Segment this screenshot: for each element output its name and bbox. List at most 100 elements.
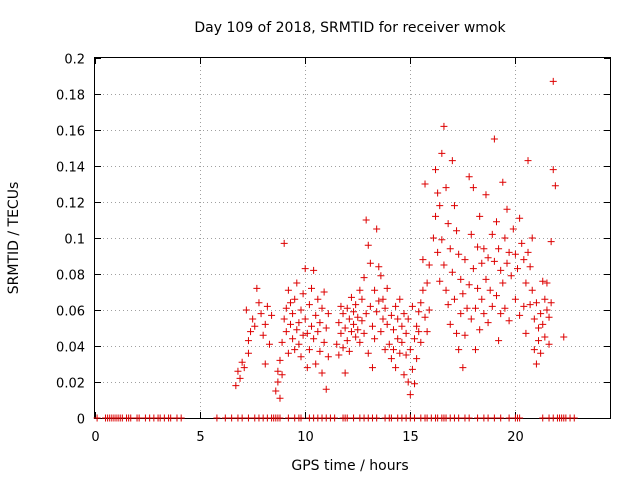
y-tick-label: 0.08 (56, 269, 85, 284)
data-point (488, 302, 496, 310)
data-point (434, 189, 442, 197)
data-point (335, 319, 343, 327)
y-tick-label: 0.18 (56, 89, 85, 104)
data-point (484, 414, 492, 422)
data-point (469, 265, 477, 273)
data-point (375, 263, 383, 271)
data-point (480, 310, 488, 318)
data-point (305, 346, 313, 354)
data-point (345, 347, 353, 355)
data-point (541, 333, 549, 341)
chart-title: Day 109 of 2018, SRMTID for receiver wmo… (194, 20, 506, 36)
data-point (352, 333, 360, 341)
data-point (387, 311, 395, 319)
data-point (411, 414, 419, 422)
data-point (167, 414, 175, 422)
data-points (93, 77, 578, 422)
data-point (276, 356, 284, 364)
data-point (404, 378, 412, 386)
data-point (467, 230, 475, 238)
data-point (425, 261, 433, 269)
data-point (301, 315, 309, 323)
data-point (505, 248, 513, 256)
data-point (352, 301, 360, 309)
data-point (278, 371, 286, 379)
data-point (272, 387, 280, 395)
data-point (461, 256, 469, 264)
data-point (251, 322, 259, 330)
data-point (383, 320, 391, 328)
data-point (295, 319, 303, 327)
data-point (274, 367, 282, 375)
data-point (509, 225, 517, 233)
data-point (465, 281, 473, 289)
data-point (511, 295, 519, 303)
data-point (537, 310, 545, 318)
data-point (291, 295, 299, 303)
data-point (423, 328, 431, 336)
data-point (368, 322, 376, 330)
data-point (474, 414, 482, 422)
data-point (455, 414, 463, 422)
data-point (316, 347, 324, 355)
data-point (247, 328, 255, 336)
data-point (465, 173, 473, 181)
data-point (253, 284, 261, 292)
data-point (520, 256, 528, 264)
data-point (333, 340, 341, 348)
data-point (394, 335, 402, 343)
data-point (535, 324, 543, 332)
data-point (505, 317, 513, 325)
data-point (236, 374, 244, 382)
data-point (385, 340, 393, 348)
data-point (490, 414, 498, 422)
data-point (413, 355, 421, 363)
data-point (337, 329, 345, 337)
data-point (299, 290, 307, 298)
data-point (539, 414, 547, 422)
data-point (261, 320, 269, 328)
data-point (516, 214, 524, 222)
data-point (293, 279, 301, 287)
data-point (343, 337, 351, 345)
data-point (448, 157, 456, 165)
data-point (362, 216, 370, 224)
data-point (282, 328, 290, 336)
data-point (453, 227, 461, 235)
data-point (400, 310, 408, 318)
data-point (379, 295, 387, 303)
data-point (331, 414, 339, 422)
data-point (497, 310, 505, 318)
data-point (497, 266, 505, 274)
data-point (543, 279, 551, 287)
data-point (438, 149, 446, 157)
data-point (455, 250, 463, 258)
data-point (549, 77, 557, 85)
data-point (310, 335, 318, 343)
data-point (526, 263, 534, 271)
data-point (234, 367, 242, 375)
data-point (453, 329, 461, 337)
data-point (482, 191, 490, 199)
data-point (354, 313, 362, 321)
data-point (524, 248, 532, 256)
data-point (415, 308, 423, 316)
data-point (476, 212, 484, 220)
data-point (358, 295, 366, 303)
data-point (446, 245, 454, 253)
data-point (459, 290, 467, 298)
data-point (284, 349, 292, 357)
data-point (450, 295, 458, 303)
data-point (429, 234, 437, 242)
data-point (238, 414, 246, 422)
data-point (396, 295, 404, 303)
data-point (478, 295, 486, 303)
y-tick-label: 0.04 (56, 341, 85, 356)
data-point (297, 414, 305, 422)
data-point (341, 324, 349, 332)
data-point (289, 310, 297, 318)
x-axis-title: GPS time / hours (291, 458, 408, 474)
data-point (387, 355, 395, 363)
data-point (350, 414, 358, 422)
